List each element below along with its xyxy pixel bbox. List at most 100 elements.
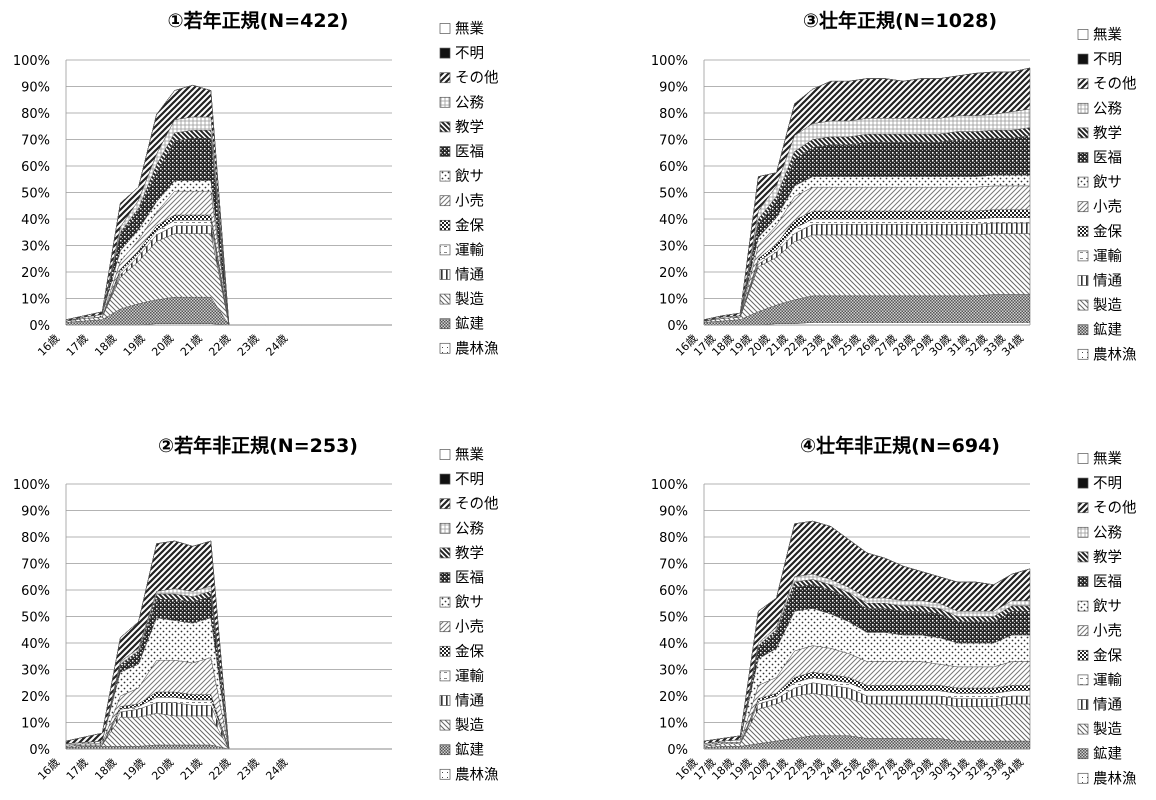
legend-swatch-kinpo [1077, 225, 1089, 237]
legend-label-inshoku: 飲サ [455, 168, 484, 185]
y-tick-label: 100% [13, 478, 50, 493]
x-tick-label: 20歳 [149, 332, 176, 359]
legend-swatch-kouken [1077, 748, 1089, 760]
x-tick-label: 23歳 [235, 332, 262, 359]
y-tick-label: 30% [659, 664, 688, 679]
legend-swatch-mugyou [1077, 453, 1089, 464]
chart-title: ②若年非正規(N=253) [158, 434, 358, 457]
y-tick-label: 70% [21, 134, 50, 149]
legend-swatch-nourin [439, 342, 451, 354]
y-tick-label: 40% [21, 637, 50, 652]
legend-swatch-ifuku [1077, 576, 1089, 587]
legend-label-fumei: 不明 [455, 472, 484, 488]
area-mugyou [703, 520, 1031, 742]
legend-swatch-seizou [1077, 723, 1089, 735]
legend-label-kouken: 鉱建 [1093, 745, 1122, 763]
x-tick-label: 21歳 [178, 332, 205, 359]
legend-label-kouken: 鉱建 [455, 741, 484, 759]
y-tick-label: 0% [667, 743, 688, 758]
legend-label-sonota: その他 [1093, 76, 1137, 93]
legend-label-unyu: 運輸 [455, 668, 484, 685]
legend-swatch-fumei [1077, 477, 1089, 489]
legend-label-mugyou: 無業 [455, 447, 484, 464]
legend-swatch-nourin [439, 768, 451, 780]
legend-label-inshoku: 飲サ [1093, 174, 1122, 191]
legend-swatch-nourin [1077, 348, 1089, 360]
y-tick-label: 20% [21, 690, 50, 705]
legend-label-ifuku: 医福 [455, 144, 484, 161]
legend-swatch-koumu [1077, 102, 1089, 114]
legend-label-joutsu: 情通 [455, 267, 484, 284]
legend-label-kinpo: 金保 [455, 217, 484, 234]
legend-swatch-seizou [439, 719, 451, 731]
legend-swatch-joutsu [439, 269, 451, 280]
legend-swatch-kouri [1077, 625, 1089, 637]
legend-swatch-kyougaku [439, 121, 451, 133]
legend-label-nourin: 農林漁 [455, 340, 499, 357]
legend-label-ifuku: 医福 [455, 570, 484, 587]
legend-label-koumu: 公務 [1093, 100, 1122, 117]
legend-swatch-fumei [439, 473, 451, 485]
legend-label-sonota: その他 [1093, 500, 1137, 517]
legend-swatch-kinpo [439, 219, 451, 231]
y-tick-label: 80% [21, 531, 50, 546]
legend-label-sonota: その他 [455, 496, 499, 513]
legend-label-sonota: その他 [455, 70, 499, 87]
y-tick-label: 90% [21, 505, 50, 520]
x-tick-label: 24歳 [263, 332, 290, 359]
legend-swatch-kinpo [439, 645, 451, 657]
legend-swatch-sonota [1077, 78, 1089, 90]
legend-swatch-seizou [439, 293, 451, 305]
chart-title: ③壮年正規(N=1028) [803, 9, 997, 32]
x-tick-label: 21歳 [178, 756, 205, 783]
legend-label-kouken: 鉱建 [455, 315, 484, 333]
y-tick-label: 100% [13, 54, 50, 69]
y-tick-label: 90% [659, 81, 688, 96]
legend-label-mugyou: 無業 [1093, 27, 1122, 44]
y-tick-label: 70% [659, 558, 688, 573]
y-tick-label: 20% [659, 690, 688, 705]
legend-label-seizou: 製造 [1093, 721, 1122, 738]
legend-swatch-mugyou [439, 449, 451, 460]
legend-label-koumu: 公務 [455, 94, 484, 111]
y-tick-label: 0% [29, 319, 50, 334]
legend-swatch-seizou [1077, 299, 1089, 311]
legend-swatch-koumu [1077, 526, 1089, 538]
legend-label-kinpo: 金保 [455, 643, 484, 660]
y-tick-label: 60% [659, 160, 688, 175]
legend-label-ifuku: 医福 [1093, 150, 1122, 167]
x-tick-label: 17歳 [64, 756, 91, 783]
legend-swatch-kouri [1077, 201, 1089, 213]
legend-swatch-sonota [439, 72, 451, 84]
legend-swatch-inshoku [439, 596, 451, 608]
x-tick-label: 34歳 [999, 332, 1026, 359]
legend-label-kyougaku: 教学 [455, 119, 484, 136]
legend-label-unyu: 運輸 [1093, 672, 1122, 689]
legend-swatch-kyougaku [1077, 127, 1089, 139]
legend-swatch-mugyou [439, 23, 451, 34]
legend-label-fumei: 不明 [1093, 52, 1122, 68]
y-tick-label: 10% [21, 717, 50, 732]
legend-swatch-unyu [1077, 250, 1089, 262]
y-tick-label: 30% [659, 240, 688, 255]
y-tick-label: 10% [659, 717, 688, 732]
chart-title: ①若年正規(N=422) [168, 9, 349, 32]
legend-label-joutsu: 情通 [1093, 697, 1122, 714]
legend-swatch-kouri [439, 195, 451, 207]
legend-swatch-kouken [1077, 324, 1089, 336]
y-tick-label: 0% [29, 743, 50, 758]
area-mugyou [65, 540, 392, 750]
legend-label-joutsu: 情通 [455, 693, 484, 710]
area-mugyou [65, 84, 392, 326]
y-tick-label: 90% [21, 81, 50, 96]
legend-swatch-sonota [1077, 502, 1089, 514]
y-tick-label: 50% [21, 611, 50, 626]
legend-label-inshoku: 飲サ [1093, 598, 1122, 615]
x-tick-label: 19歳 [121, 756, 148, 783]
legend-label-fumei: 不明 [455, 46, 484, 62]
x-tick-label: 23歳 [235, 756, 262, 783]
legend-label-nourin: 農林漁 [1093, 346, 1137, 363]
legend-label-mugyou: 無業 [1093, 451, 1122, 468]
